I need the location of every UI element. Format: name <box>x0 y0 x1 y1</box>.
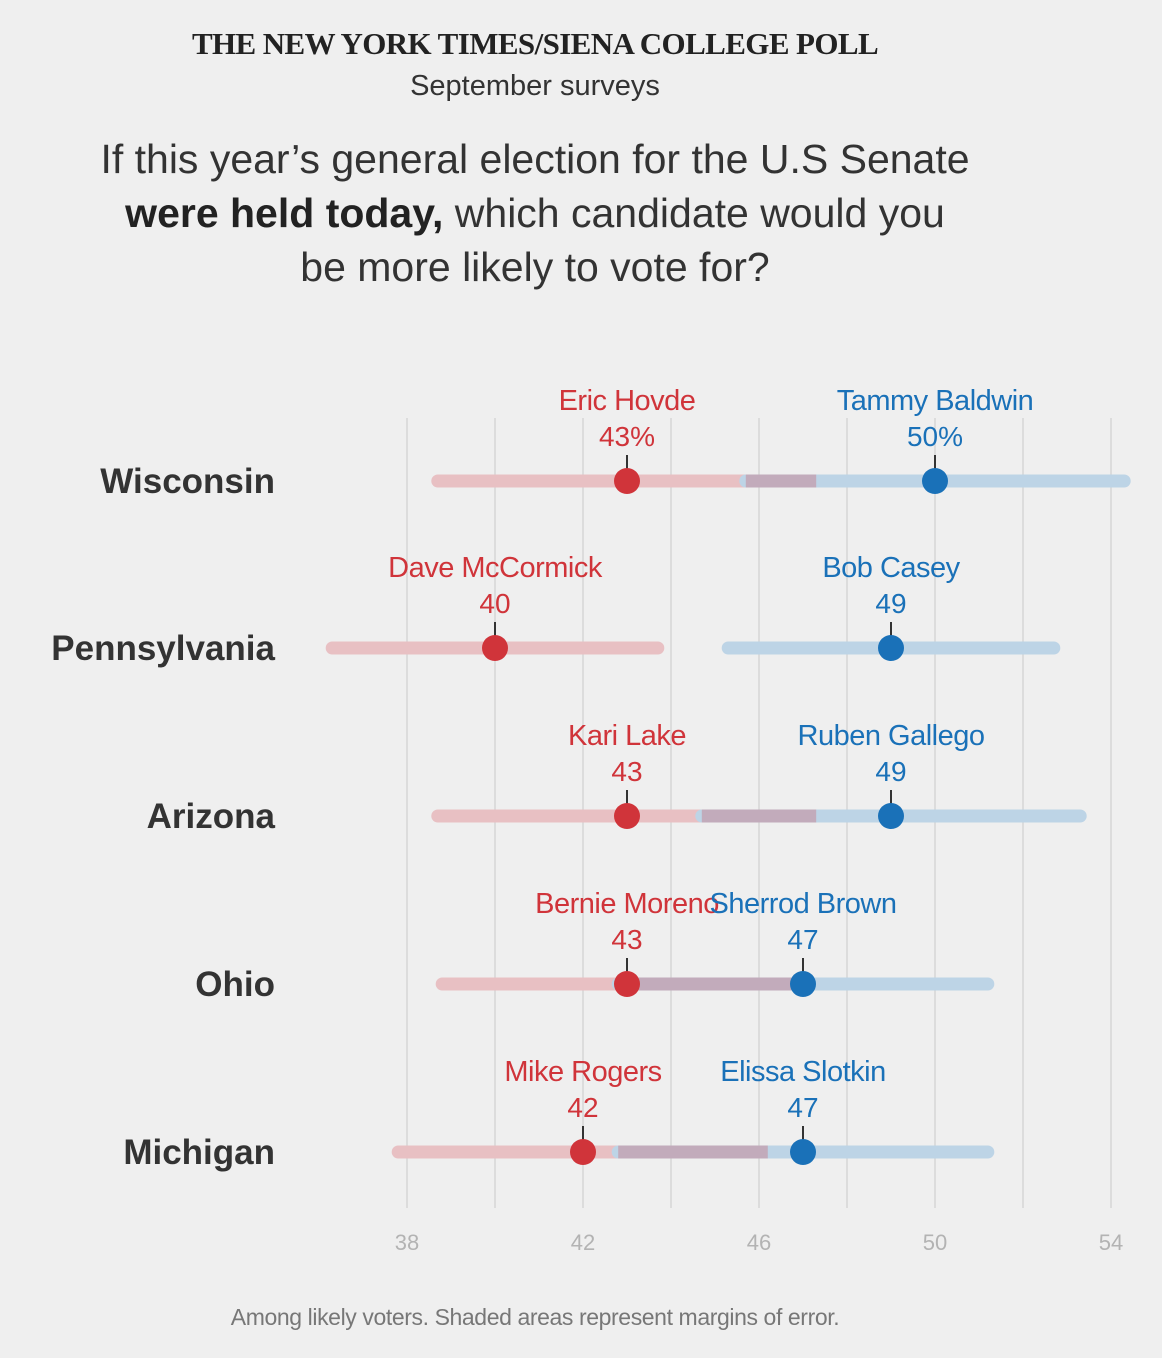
dem-candidate-name: Sherrod Brown <box>710 888 897 920</box>
rep-candidate-name: Mike Rogers <box>504 1056 661 1088</box>
rep-value-dot <box>482 635 508 661</box>
poll-kicker: THE NEW YORK TIMES/SIENA COLLEGE POLL <box>191 26 879 61</box>
dem-candidate-name: Ruben Gallego <box>798 720 985 752</box>
dem-value-dot <box>790 1139 816 1165</box>
state-label: Wisconsin <box>100 462 275 501</box>
rep-value-label: 42 <box>567 1092 598 1123</box>
footnote: Among likely voters. Shaded areas repres… <box>230 1304 840 1330</box>
dot-range-chart: 38 42 46 50 54 Wisconsin Eric Hovde 43% Tammy Ba… <box>51 385 1131 1255</box>
dem-value-dot <box>790 971 816 997</box>
rep-value-dot <box>570 1139 596 1165</box>
rep-candidate-name: Dave McCormick <box>388 552 603 584</box>
rep-candidate-name: Bernie Moreno <box>535 888 719 920</box>
dem-candidate-name: Elissa Slotkin <box>720 1056 885 1088</box>
rep-value-label: 43 <box>611 924 642 955</box>
dem-value-label: 47 <box>787 1092 818 1123</box>
poll-subtitle: September surveys <box>410 70 660 102</box>
poll-question: If this year’s general election for the … <box>45 132 1025 294</box>
dem-value-label: 47 <box>787 924 818 955</box>
x-tick-label: 38 <box>395 1230 419 1255</box>
rep-value-label: 40 <box>479 588 510 619</box>
x-tick-label: 42 <box>571 1230 595 1255</box>
rep-value-dot <box>614 468 640 494</box>
dem-candidate-name: Tammy Baldwin <box>837 385 1034 417</box>
dem-value-label: 50% <box>907 421 963 452</box>
rep-candidate-name: Eric Hovde <box>559 385 696 417</box>
rep-candidate-name: Kari Lake <box>568 720 686 752</box>
rep-value-label: 43% <box>599 421 655 452</box>
dem-candidate-name: Bob Casey <box>822 552 960 584</box>
question-line-2: which candidate would you <box>443 190 945 236</box>
state-label: Ohio <box>195 965 275 1004</box>
state-label: Arizona <box>147 797 276 836</box>
rep-value-label: 43 <box>611 756 642 787</box>
question-bold-text: were held today, <box>125 190 444 236</box>
state-label: Pennsylvania <box>51 629 275 668</box>
dem-value-label: 49 <box>875 756 906 787</box>
question-line-3: be more likely to vote for? <box>300 244 770 290</box>
question-line-1: If this year’s general election for the … <box>100 136 970 182</box>
dem-value-dot <box>878 635 904 661</box>
dem-value-dot <box>922 468 948 494</box>
state-label: Michigan <box>123 1133 275 1172</box>
rep-value-dot <box>614 803 640 829</box>
x-tick-label: 50 <box>923 1230 947 1255</box>
x-tick-label: 46 <box>747 1230 771 1255</box>
dem-value-dot <box>878 803 904 829</box>
rep-value-dot <box>614 971 640 997</box>
dem-value-label: 49 <box>875 588 906 619</box>
x-tick-label: 54 <box>1099 1230 1123 1255</box>
